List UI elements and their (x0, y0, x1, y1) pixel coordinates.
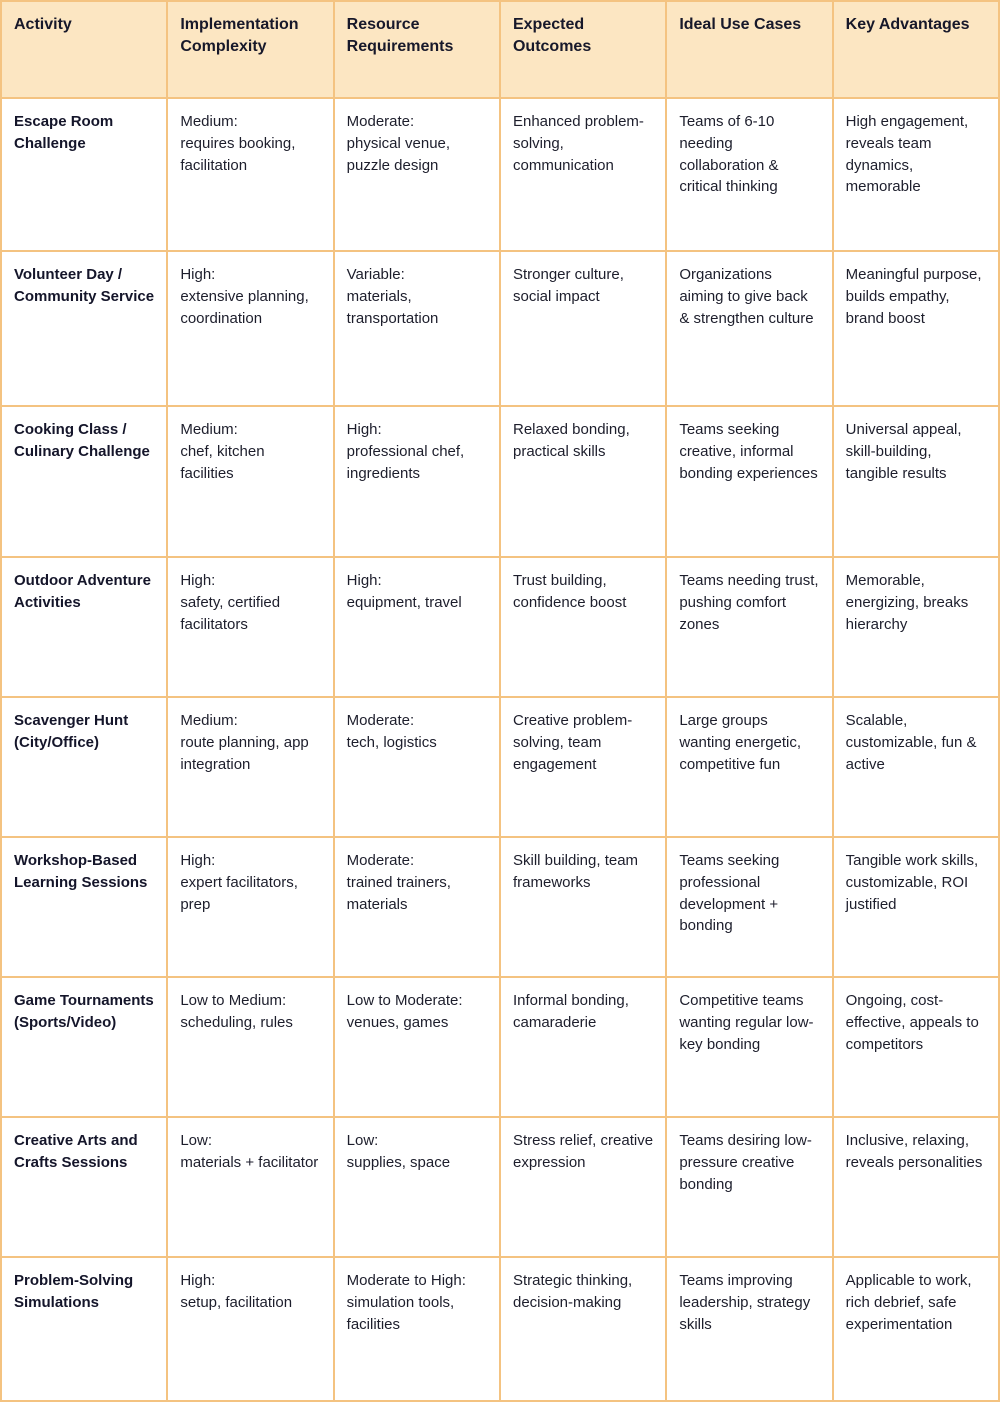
cell-activity: Problem-Solving Simulations (0, 1256, 169, 1402)
cell-ideal-use-cases: Teams improving leadership, strategy ski… (665, 1256, 834, 1402)
cell-activity: Outdoor Adventure Activities (0, 556, 169, 698)
cell-resource-requirements: Moderate: tech, logistics (332, 696, 501, 838)
cell-expected-outcomes: Stress relief, creative expression (498, 1116, 668, 1258)
table-body: Escape Room Challenge Medium: requires b… (0, 97, 1000, 1402)
cell-resource-requirements: Moderate: trained trainers, materials (332, 836, 501, 978)
cell-key-advantages: Inclusive, relaxing, reveals personaliti… (831, 1116, 1000, 1258)
table-row-outdoor-adventure: Outdoor Adventure Activities High: safet… (0, 556, 1000, 698)
cell-activity: Game Tournaments (Sports/Video) (0, 976, 169, 1118)
column-header-resource-requirements: Resource Requirements (332, 0, 501, 99)
table-row-problem-solving: Problem-Solving Simulations High: setup,… (0, 1256, 1000, 1402)
cell-activity: Cooking Class / Culinary Challenge (0, 405, 169, 558)
cell-ideal-use-cases: Teams seeking professional development +… (665, 836, 834, 978)
table-row-cooking-class: Cooking Class / Culinary Challenge Mediu… (0, 405, 1000, 558)
cell-implementation-complexity: High: extensive planning, coordination (166, 250, 335, 407)
cell-ideal-use-cases: Large groups wanting energetic, competit… (665, 696, 834, 838)
table-row-escape-room: Escape Room Challenge Medium: requires b… (0, 97, 1000, 252)
cell-implementation-complexity: High: setup, facilitation (166, 1256, 335, 1402)
cell-implementation-complexity: High: safety, certified facilitators (166, 556, 335, 698)
cell-expected-outcomes: Stronger culture, social impact (498, 250, 668, 407)
cell-activity: Escape Room Challenge (0, 97, 169, 252)
table-row-creative-arts: Creative Arts and Crafts Sessions Low: m… (0, 1116, 1000, 1258)
cell-resource-requirements: Moderate to High: simulation tools, faci… (332, 1256, 501, 1402)
column-header-implementation-complexity: Implementation Complexity (166, 0, 335, 99)
cell-implementation-complexity: Medium: chef, kitchen facilities (166, 405, 335, 558)
cell-expected-outcomes: Enhanced problem-solving, communication (498, 97, 668, 252)
cell-key-advantages: Memorable, energizing, breaks hierarchy (831, 556, 1000, 698)
cell-activity: Creative Arts and Crafts Sessions (0, 1116, 169, 1258)
cell-expected-outcomes: Relaxed bonding, practical skills (498, 405, 668, 558)
cell-key-advantages: High engagement, reveals team dynamics, … (831, 97, 1000, 252)
cell-ideal-use-cases: Teams seeking creative, informal bonding… (665, 405, 834, 558)
cell-implementation-complexity: High: expert facilitators, prep (166, 836, 335, 978)
cell-expected-outcomes: Strategic thinking, decision-making (498, 1256, 668, 1402)
table-row-workshop-learning: Workshop-Based Learning Sessions High: e… (0, 836, 1000, 978)
cell-implementation-complexity: Low to Medium: scheduling, rules (166, 976, 335, 1118)
column-header-activity: Activity (0, 0, 169, 99)
cell-activity: Workshop-Based Learning Sessions (0, 836, 169, 978)
cell-resource-requirements: High: equipment, travel (332, 556, 501, 698)
cell-resource-requirements: High: professional chef, ingredients (332, 405, 501, 558)
cell-ideal-use-cases: Teams needing trust, pushing comfort zon… (665, 556, 834, 698)
cell-expected-outcomes: Informal bonding, camaraderie (498, 976, 668, 1118)
cell-key-advantages: Applicable to work, rich debrief, safe e… (831, 1256, 1000, 1402)
column-header-key-advantages: Key Advantages (831, 0, 1000, 99)
cell-implementation-complexity: Low: materials + facilitator (166, 1116, 335, 1258)
cell-activity: Volunteer Day / Community Service (0, 250, 169, 407)
column-header-ideal-use-cases: Ideal Use Cases (665, 0, 834, 99)
cell-expected-outcomes: Creative problem-solving, team engagemen… (498, 696, 668, 838)
cell-key-advantages: Tangible work skills, customizable, ROI … (831, 836, 1000, 978)
column-header-expected-outcomes: Expected Outcomes (498, 0, 668, 99)
cell-ideal-use-cases: Teams of 6-10 needing collaboration & cr… (665, 97, 834, 252)
cell-expected-outcomes: Skill building, team frameworks (498, 836, 668, 978)
table-row-game-tournaments: Game Tournaments (Sports/Video) Low to M… (0, 976, 1000, 1118)
cell-key-advantages: Scalable, customizable, fun & active (831, 696, 1000, 838)
cell-key-advantages: Universal appeal, skill-building, tangib… (831, 405, 1000, 558)
table-header: Activity Implementation Complexity Resou… (0, 0, 1000, 99)
cell-implementation-complexity: Medium: requires booking, facilitation (166, 97, 335, 252)
table-row-volunteer-day: Volunteer Day / Community Service High: … (0, 250, 1000, 407)
table-row-scavenger-hunt: Scavenger Hunt (City/Office) Medium: rou… (0, 696, 1000, 838)
cell-ideal-use-cases: Teams desiring low-pressure creative bon… (665, 1116, 834, 1258)
cell-ideal-use-cases: Organizations aiming to give back & stre… (665, 250, 834, 407)
cell-key-advantages: Meaningful purpose, builds empathy, bran… (831, 250, 1000, 407)
cell-key-advantages: Ongoing, cost-effective, appeals to comp… (831, 976, 1000, 1118)
cell-activity: Scavenger Hunt (City/Office) (0, 696, 169, 838)
cell-implementation-complexity: Medium: route planning, app integration (166, 696, 335, 838)
cell-resource-requirements: Variable: materials, transportation (332, 250, 501, 407)
cell-resource-requirements: Low to Moderate: venues, games (332, 976, 501, 1118)
header-row: Activity Implementation Complexity Resou… (0, 0, 1000, 99)
cell-resource-requirements: Moderate: physical venue, puzzle design (332, 97, 501, 252)
cell-expected-outcomes: Trust building, confidence boost (498, 556, 668, 698)
cell-resource-requirements: Low: supplies, space (332, 1116, 501, 1258)
cell-ideal-use-cases: Competitive teams wanting regular low-ke… (665, 976, 834, 1118)
